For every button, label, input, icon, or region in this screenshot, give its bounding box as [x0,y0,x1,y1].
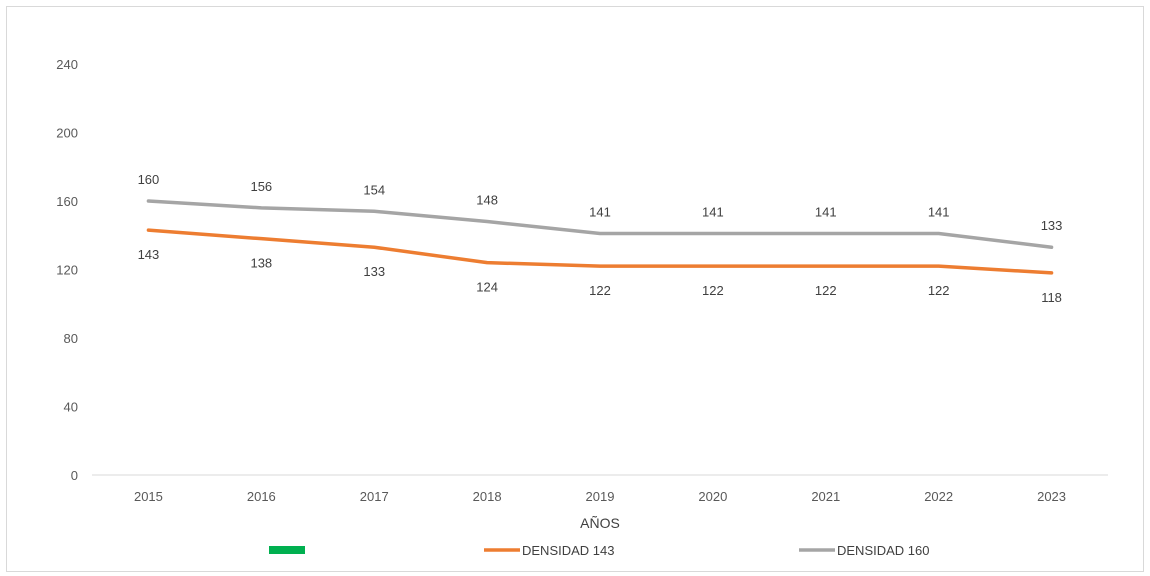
legend-swatch [269,546,305,554]
series-line-0 [146,228,1054,275]
legend-label: DENSIDAD 143 [522,543,614,558]
legend-label: DENSIDAD 160 [837,543,929,558]
legend: DENSIDAD 143 DENSIDAD 160 [269,543,929,558]
data-label: 133 [1041,218,1063,233]
data-labels: 143 138 133 124 122 122 122 122 118 160 156 154 148 1… [138,172,1063,305]
data-label: 143 [138,247,160,262]
data-label: 122 [702,283,724,298]
series-line-1 [146,199,1054,249]
data-label: 122 [928,283,950,298]
data-label: 141 [928,205,950,220]
x-tick-label: 2020 [698,489,727,504]
data-label: 154 [363,182,385,197]
y-tick-label: 160 [56,194,78,209]
x-tick-label: 2015 [134,489,163,504]
x-tick-label: 2023 [1037,489,1066,504]
y-tick-label: 120 [56,263,78,278]
data-label: 133 [363,264,385,279]
x-axis-ticks: 2015 2016 2017 2018 2019 2020 2021 2022 2023 [134,489,1066,504]
x-tick-label: 2021 [811,489,840,504]
y-tick-label: 0 [71,468,78,483]
data-label: 160 [138,172,160,187]
x-axis-title: AÑOS [580,515,620,531]
data-label: 141 [589,205,611,220]
y-axis-ticks: 0 40 80 120 160 200 240 [56,57,78,483]
data-label: 141 [702,205,724,220]
data-label: 156 [250,179,272,194]
data-label: 122 [589,283,611,298]
data-label: 124 [476,280,498,295]
chart-frame [6,6,1144,572]
series-lines [146,199,1054,275]
y-tick-label: 200 [56,126,78,141]
x-tick-label: 2022 [924,489,953,504]
data-label: 148 [476,193,498,208]
x-tick-label: 2018 [473,489,502,504]
x-tick-label: 2019 [586,489,615,504]
x-tick-label: 2016 [247,489,276,504]
y-tick-label: 40 [64,400,78,415]
data-label: 118 [1041,290,1062,305]
y-tick-label: 240 [56,57,78,72]
data-label: 138 [250,256,272,271]
y-tick-label: 80 [64,331,78,346]
data-label: 122 [815,283,837,298]
x-tick-label: 2017 [360,489,389,504]
data-label: 141 [815,205,837,220]
